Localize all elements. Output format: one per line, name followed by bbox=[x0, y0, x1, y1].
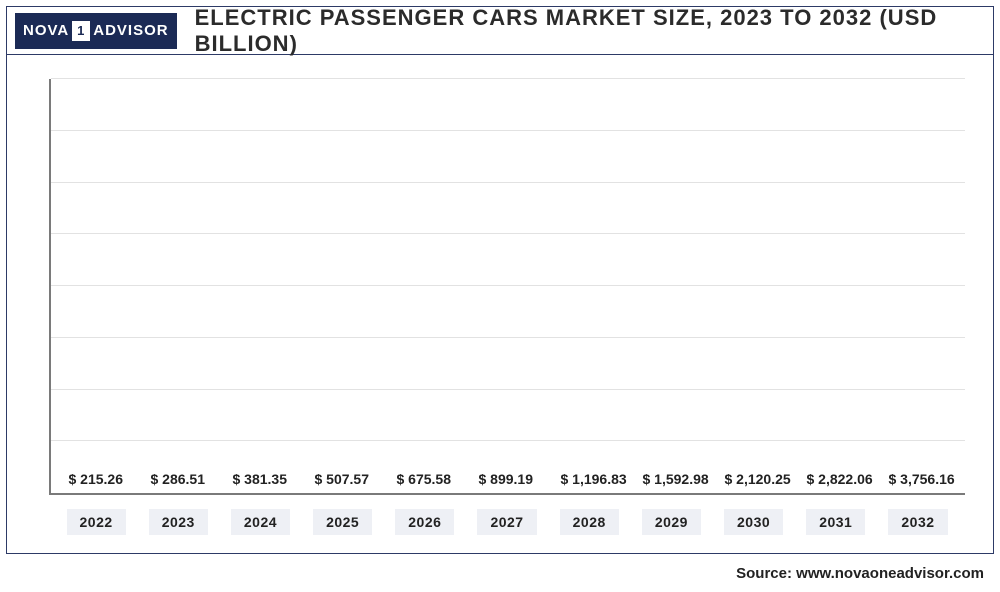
x-label-slot: 2032 bbox=[877, 509, 959, 535]
x-label: 2030 bbox=[724, 509, 783, 535]
x-label: 2023 bbox=[149, 509, 208, 535]
x-label: 2029 bbox=[642, 509, 701, 535]
source-text: Source: www.novaoneadvisor.com bbox=[736, 565, 984, 582]
x-label-slot: 2027 bbox=[466, 509, 548, 535]
x-label: 2031 bbox=[806, 509, 865, 535]
logo-text-part1: NOVA bbox=[23, 22, 69, 39]
bar-value-label: $ 675.58 bbox=[396, 471, 451, 487]
x-label: 2032 bbox=[888, 509, 947, 535]
bar-value-label: $ 2,822.06 bbox=[806, 471, 872, 487]
bars-container: $ 215.26 $ 286.51 $ 381.35 $ 507.57 $ 675.58… bbox=[51, 79, 965, 493]
x-label: 2024 bbox=[231, 509, 290, 535]
x-label-slot: 2030 bbox=[713, 509, 795, 535]
x-label-slot: 2029 bbox=[630, 509, 712, 535]
bar-value-label: $ 899.19 bbox=[478, 471, 533, 487]
x-label: 2027 bbox=[477, 509, 536, 535]
x-label: 2026 bbox=[395, 509, 454, 535]
bar-value-label: $ 507.57 bbox=[314, 471, 369, 487]
x-axis: 2022 2023 2024 2025 2026 2027 2028 2029 2030 2031… bbox=[49, 509, 965, 535]
bar-value-label: $ 3,756.16 bbox=[888, 471, 954, 487]
bar-value-label: $ 215.26 bbox=[68, 471, 123, 487]
chart-title: ELECTRIC PASSENGER CARS MARKET SIZE, 202… bbox=[177, 5, 993, 57]
plot-area: $ 215.26 $ 286.51 $ 381.35 $ 507.57 $ 675.58… bbox=[49, 79, 965, 495]
bar-value-label: $ 1,592.98 bbox=[642, 471, 708, 487]
x-label-slot: 2022 bbox=[55, 509, 137, 535]
logo-text-part2: ADVISOR bbox=[93, 22, 168, 39]
x-label-slot: 2024 bbox=[219, 509, 301, 535]
x-label: 2022 bbox=[67, 509, 126, 535]
bar-value-label: $ 2,120.25 bbox=[724, 471, 790, 487]
chart-frame: NOVA 1 ADVISOR ELECTRIC PASSENGER CARS M… bbox=[6, 6, 994, 554]
brand-logo: NOVA 1 ADVISOR bbox=[15, 13, 177, 49]
chart-zone: $ 215.26 $ 286.51 $ 381.35 $ 507.57 $ 675.58… bbox=[31, 79, 969, 543]
bar-value-label: $ 381.35 bbox=[232, 471, 287, 487]
x-label-slot: 2031 bbox=[795, 509, 877, 535]
x-label-slot: 2026 bbox=[384, 509, 466, 535]
bar-value-label: $ 286.51 bbox=[150, 471, 205, 487]
x-label-slot: 2025 bbox=[302, 509, 384, 535]
x-label: 2028 bbox=[560, 509, 619, 535]
header: NOVA 1 ADVISOR ELECTRIC PASSENGER CARS M… bbox=[7, 7, 993, 55]
x-label-slot: 2023 bbox=[137, 509, 219, 535]
bar-value-label: $ 1,196.83 bbox=[560, 471, 626, 487]
x-label: 2025 bbox=[313, 509, 372, 535]
x-label-slot: 2028 bbox=[548, 509, 630, 535]
logo-one-box: 1 bbox=[72, 21, 90, 41]
